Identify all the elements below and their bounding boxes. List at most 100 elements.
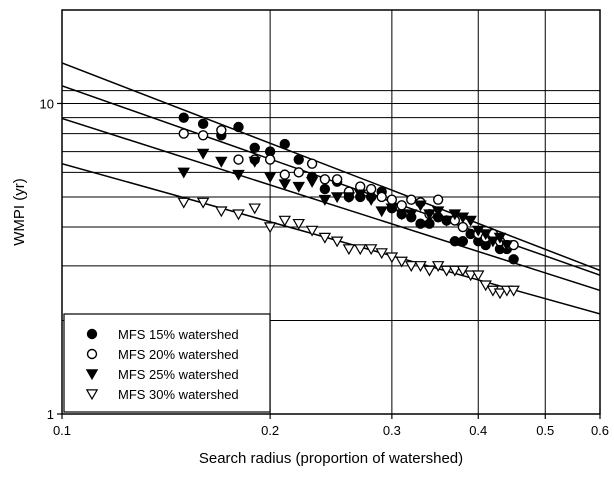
data-point-twentyfive (278, 179, 292, 191)
data-point-twentyfive (342, 192, 356, 204)
data-point-twentyfive (330, 192, 344, 204)
y-axis-title: WMPI (yr) (11, 178, 28, 245)
data-point-twenty (386, 194, 398, 205)
data-point-twenty (396, 200, 407, 211)
fit-line-twenty (62, 85, 600, 276)
legend-marker (86, 328, 98, 340)
legend-marker (85, 369, 99, 381)
data-point-fifteen (279, 138, 290, 150)
data-point-thirty (464, 270, 477, 282)
data-point-twentyfive (263, 172, 277, 184)
data-point-fifteen (424, 218, 435, 229)
data-point-twentyfive (414, 200, 427, 212)
legend-box (63, 313, 271, 413)
legend-label: MFS 30% watershed (118, 387, 239, 402)
x-tick-label: 0.6 (591, 423, 609, 438)
data-point-twentyfive (431, 206, 445, 218)
x-tick-label: 0.5 (536, 423, 554, 438)
data-point-thirty (305, 225, 319, 237)
plot-frame (61, 9, 601, 415)
legend-label: MFS 25% watershed (118, 367, 239, 382)
data-points (177, 112, 520, 300)
data-point-thirty (472, 270, 485, 282)
data-point-twentyfive (177, 167, 190, 179)
x-tick-label: 0.1 (53, 423, 71, 438)
data-point-thirty (342, 244, 356, 256)
data-point-thirty (364, 244, 378, 256)
data-point-twentyfive (456, 212, 470, 224)
data-point-twentyfive (486, 236, 500, 248)
data-point-twentyfive (375, 206, 388, 218)
data-point-fifteen (293, 154, 304, 165)
data-point-thirty (493, 288, 507, 300)
data-point-twenty (365, 183, 377, 195)
data-point-twenty (197, 130, 209, 141)
y-tick-label: 10 (40, 96, 54, 111)
data-point-twentyfive (385, 203, 399, 215)
data-point-thirty (177, 197, 190, 209)
data-point-thirty (385, 252, 399, 264)
data-point-twenty (216, 125, 227, 136)
data-point-twentyfive (364, 194, 378, 206)
data-point-twenty (233, 154, 244, 165)
data-point-twentyfive (292, 181, 305, 193)
data-point-twenty (376, 191, 387, 203)
legend-marker (85, 389, 99, 401)
data-point-twentyfive (318, 194, 332, 206)
data-point-thirty (354, 244, 367, 256)
data-point-thirty (330, 236, 344, 248)
data-point-thirty (414, 261, 427, 272)
data-point-twentyfive (464, 215, 477, 227)
data-point-thirty (479, 280, 492, 292)
data-point-fifteen (457, 236, 469, 247)
fit-lines (62, 62, 600, 315)
data-point-twentyfive (305, 176, 319, 188)
data-point-thirty (395, 256, 408, 268)
data-point-twenty (264, 154, 276, 165)
data-point-thirty (248, 203, 261, 215)
data-point-twentyfive (448, 209, 462, 221)
data-point-thirty (232, 209, 245, 221)
data-point-fifteen (233, 121, 244, 133)
legend-label: MFS 20% watershed (118, 347, 239, 362)
legend-label: MFS 15% watershed (118, 327, 239, 342)
x-axis-title: Search radius (proportion of watershed) (199, 450, 463, 467)
data-point-thirty (423, 265, 436, 277)
x-tick-label: 0.2 (261, 423, 279, 438)
data-point-twentyfive (215, 156, 228, 168)
data-point-thirty (440, 265, 453, 277)
data-point-twentyfive (354, 189, 367, 201)
legend: MFS 15% watershed MFS 20% watershed MFS 25… (63, 313, 271, 413)
data-point-twenty (178, 128, 189, 139)
data-point-twenty (432, 194, 444, 205)
data-point-fifteen (319, 183, 331, 195)
x-tick-label: 0.3 (383, 423, 401, 438)
data-point-thirty (196, 197, 210, 209)
axis-ticks: 0.1 0.2 0.3 0.4 0.5 0.6 1 10 (40, 96, 610, 438)
data-point-twenty (406, 194, 417, 205)
data-point-thirty (375, 248, 388, 260)
data-point-thirty (405, 261, 418, 272)
data-point-thirty (263, 222, 277, 234)
x-tick-label: 0.4 (469, 423, 487, 438)
data-point-twentyfive (493, 232, 507, 244)
data-point-twenty (457, 221, 469, 233)
data-point-twentyfive (423, 209, 436, 221)
data-point-twenty (279, 169, 290, 180)
data-point-twentyfive (479, 229, 492, 241)
data-point-twentyfive (500, 240, 514, 252)
data-point-fifteen (508, 254, 519, 265)
data-point-twenty (319, 174, 331, 185)
legend-marker (86, 348, 98, 360)
data-point-twenty (306, 158, 318, 169)
data-point-twentyfive (232, 169, 245, 181)
fit-line-twentyfive (62, 117, 600, 292)
data-point-fifteen (415, 218, 426, 229)
data-point-thirty (507, 285, 520, 297)
data-point-thirty (215, 206, 228, 218)
data-point-twentyfive (405, 209, 418, 221)
fit-line-fifteen (62, 62, 600, 272)
data-point-thirty (448, 265, 462, 277)
data-point-twenty (331, 174, 343, 185)
